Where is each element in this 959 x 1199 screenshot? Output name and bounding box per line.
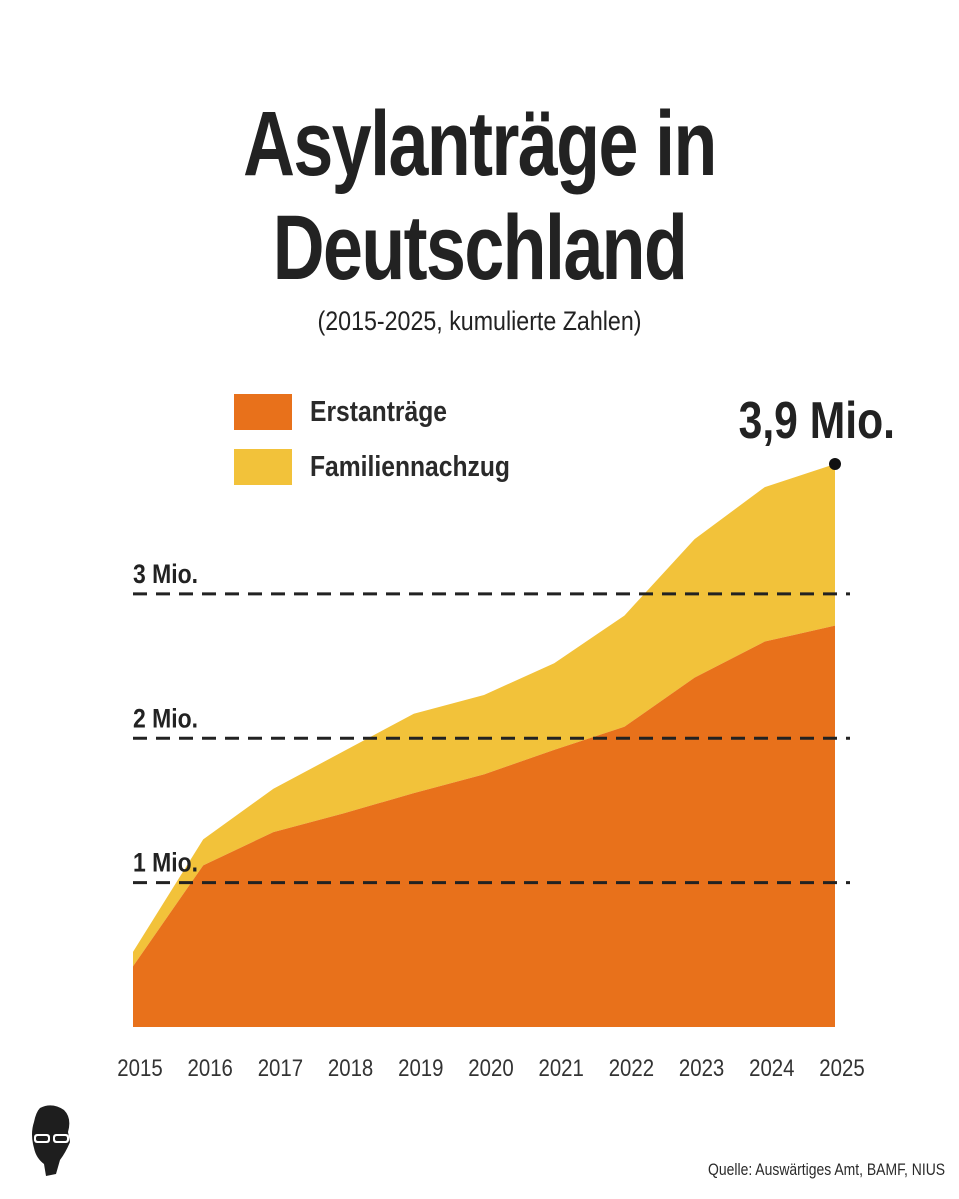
- annotation-label: 3,9 Mio.: [739, 392, 895, 450]
- legend-label-familiennachzug: Familiennachzug: [310, 450, 510, 483]
- reference-label-1: 1 Mio.: [133, 848, 198, 878]
- area-erstantraege: [133, 625, 835, 1027]
- x-tick-label: 2025: [819, 1054, 864, 1081]
- legend-swatch-erstantraege: [234, 394, 292, 430]
- x-tick-label: 2021: [539, 1054, 584, 1081]
- x-tick-label: 2019: [398, 1054, 443, 1081]
- source-note: Quelle: Auswärtiges Amt, BAMF, NIUS: [707, 1160, 945, 1179]
- x-tick-label: 2022: [609, 1054, 654, 1081]
- legend: Erstanträge Familiennachzug: [234, 393, 545, 503]
- chart-subtitle: (2015-2025, kumulierte Zahlen): [317, 306, 642, 336]
- x-tick-label: 2015: [117, 1054, 162, 1081]
- x-tick-label: 2018: [328, 1054, 373, 1081]
- reference-label-3: 3 Mio.: [133, 559, 198, 589]
- reference-label-2: 2 Mio.: [133, 704, 198, 734]
- x-tick-label: 2024: [749, 1054, 794, 1081]
- x-tick-label: 2023: [679, 1054, 724, 1081]
- legend-item-erstantraege: Erstanträge: [234, 393, 545, 431]
- x-tick-label: 2020: [468, 1054, 513, 1081]
- area-familiennachzug: [133, 464, 835, 967]
- legend-label-erstantraege: Erstanträge: [310, 395, 447, 428]
- logo-icon: [32, 1105, 70, 1176]
- annotation-point: [829, 458, 841, 470]
- x-tick-label: 2016: [188, 1054, 233, 1081]
- legend-swatch-familiennachzug: [234, 449, 292, 485]
- x-tick-label: 2017: [258, 1054, 303, 1081]
- chart-title: Asylanträge in Deutschland: [243, 93, 717, 299]
- legend-item-familiennachzug: Familiennachzug: [234, 448, 545, 486]
